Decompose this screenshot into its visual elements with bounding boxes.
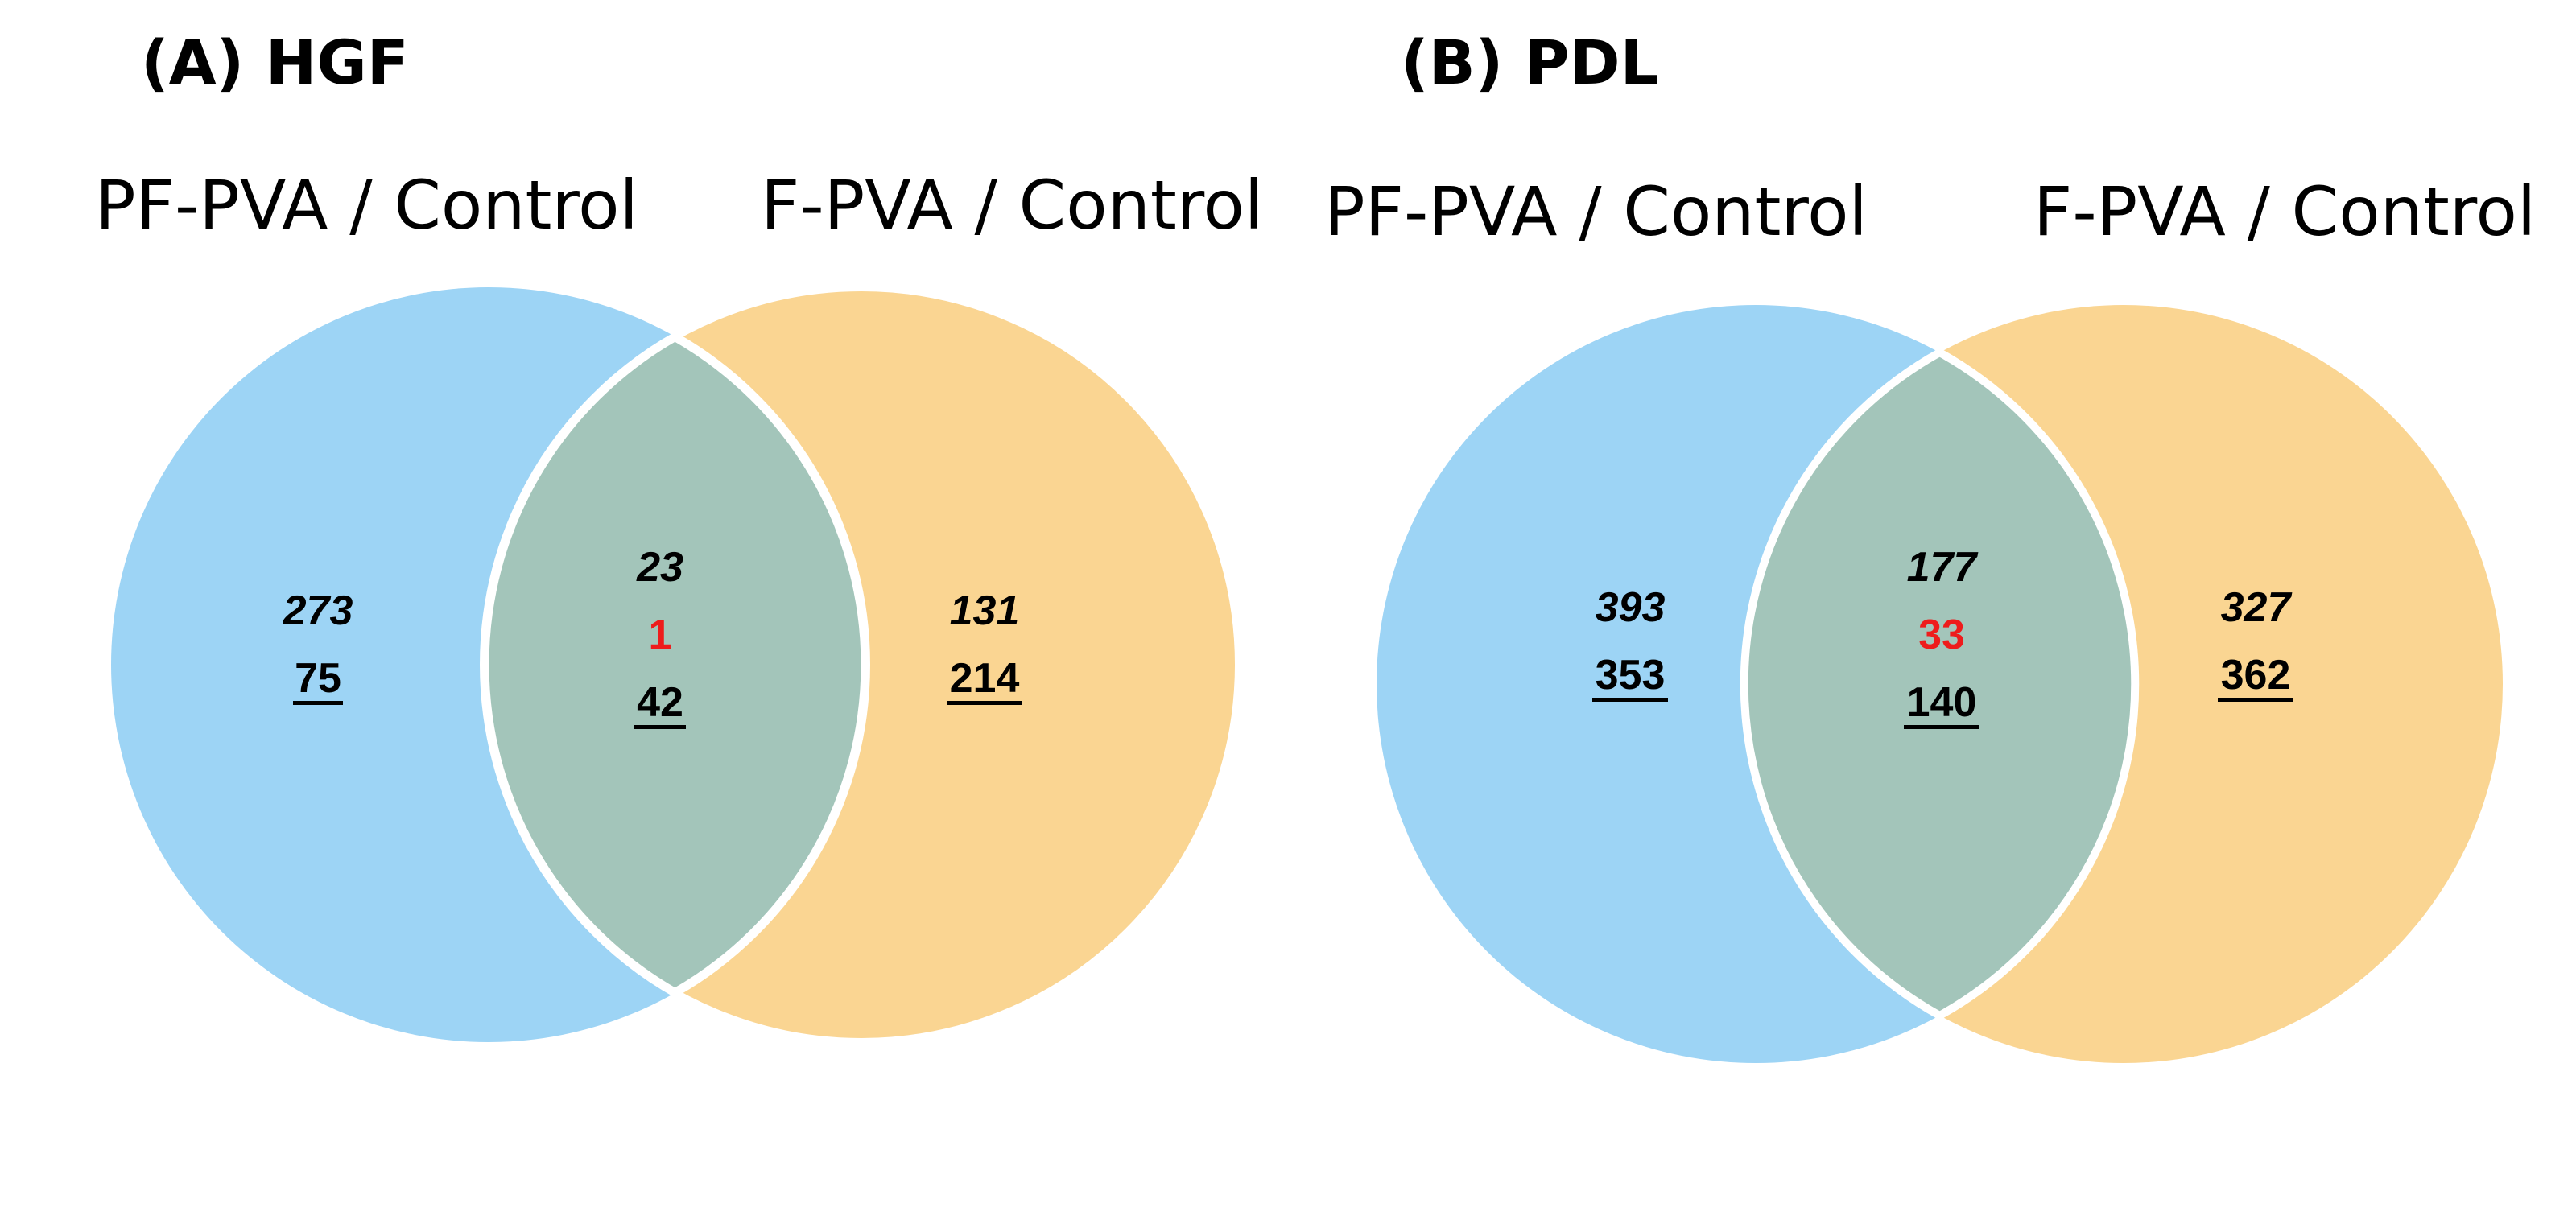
panel-a-left-italic: 273 bbox=[283, 587, 353, 634]
panel-b-overlap-underline bbox=[1904, 725, 1979, 729]
panel-b-overlap-red: 33 bbox=[1918, 612, 1965, 658]
panel-b-overlap-italic: 177 bbox=[1907, 544, 1979, 591]
panel-b-title: (B) PDL bbox=[1401, 27, 1659, 98]
panel-a-left-label: PF-PVA / Control bbox=[95, 166, 638, 245]
panel-a-left-underline bbox=[293, 701, 343, 705]
panel-a-title: (A) HGF bbox=[141, 27, 409, 98]
panel-a-overlap-italic: 23 bbox=[636, 544, 683, 591]
panel-b-right-italic: 327 bbox=[2221, 584, 2293, 631]
panel-a-right-underline bbox=[947, 701, 1022, 705]
panel-b-right-underline bbox=[2218, 698, 2293, 702]
panel-b-overlap bbox=[1744, 305, 2135, 1063]
panel-b-left-underlined: 353 bbox=[1596, 652, 1666, 699]
panel-b-left-label: PF-PVA / Control bbox=[1324, 172, 1868, 251]
panel-a-right-underlined: 214 bbox=[950, 655, 1020, 702]
panel-a-right-italic: 131 bbox=[950, 587, 1020, 634]
panel-a-overlap-underline bbox=[634, 725, 686, 729]
panel-a-overlap-border-right bbox=[673, 333, 869, 996]
panel-a-overlap-red: 1 bbox=[649, 612, 672, 658]
panel-a-right-label: F-PVA / Control bbox=[761, 166, 1263, 245]
panel-b-right-underlined: 362 bbox=[2221, 652, 2291, 699]
panel-b-right-label: F-PVA / Control bbox=[2033, 172, 2536, 251]
panel-a-overlap-underlined: 42 bbox=[637, 679, 683, 726]
panel-b-overlap-border-right bbox=[1938, 348, 2140, 1020]
panel-b-overlap-border-left bbox=[1740, 348, 1942, 1020]
panel-a: (A) HGF PF-PVA / Control F-PVA / Control… bbox=[95, 27, 1263, 1046]
panel-b-left-italic: 393 bbox=[1596, 584, 1666, 631]
panel-b-overlap-underlined: 140 bbox=[1907, 679, 1977, 726]
panel-a-overlap-border-left bbox=[481, 333, 677, 996]
panel-b-left-underline bbox=[1592, 698, 1668, 702]
panel-b: (B) PDL PF-PVA / Control F-PVA / Control… bbox=[1324, 27, 2536, 1063]
panel-a-left-underlined: 75 bbox=[295, 655, 341, 702]
